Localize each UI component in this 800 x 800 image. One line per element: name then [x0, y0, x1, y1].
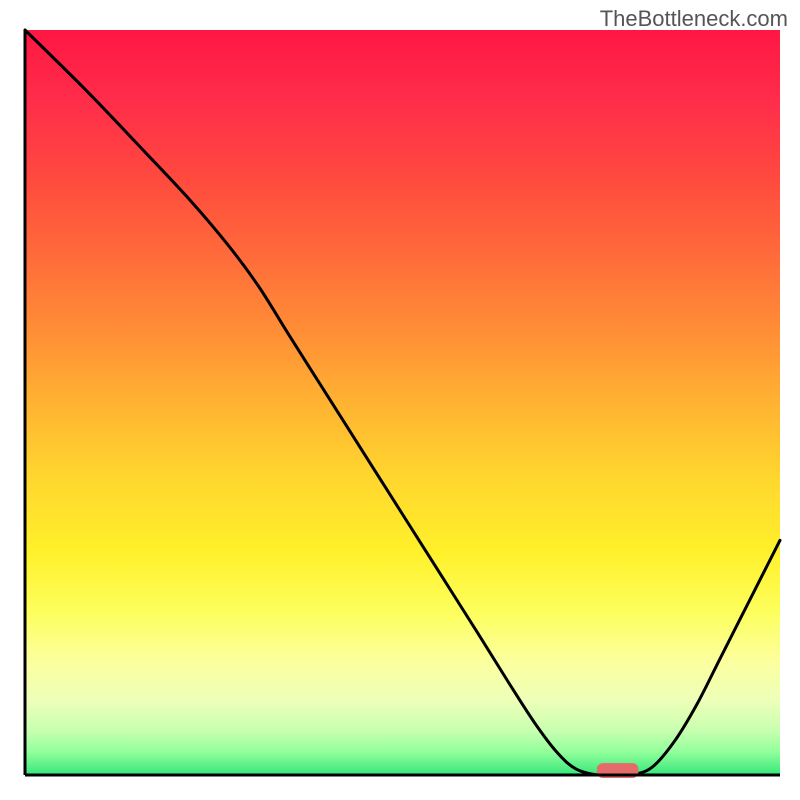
gradient-background	[25, 30, 780, 775]
bottleneck-chart: TheBottleneck.com	[0, 0, 800, 800]
chart-svg	[0, 0, 800, 800]
watermark-text: TheBottleneck.com	[600, 6, 788, 32]
